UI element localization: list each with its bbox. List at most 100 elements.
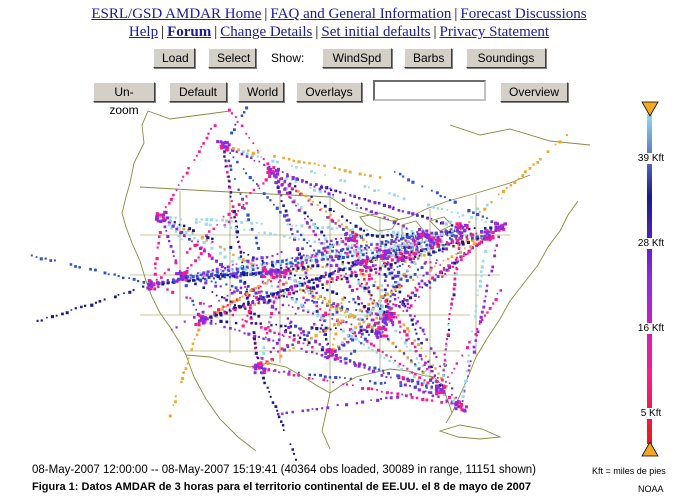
nav-link-help[interactable]: Help [128,24,159,40]
nav-link-set-defaults[interactable]: Set initial defaults [321,24,431,40]
track-observation [392,246,395,250]
track-observation [333,166,336,170]
track-observation [321,301,324,304]
track-observation [455,267,459,271]
overlays-button[interactable]: Overlays [296,82,362,102]
track-observation [368,266,372,270]
nav-link-privacy[interactable]: Privacy Statement [439,24,550,40]
nav-separator: | [315,24,319,40]
track-observation [295,224,298,227]
track-observation [210,242,212,245]
hub-observation [455,228,459,232]
track-observation [434,231,438,235]
hub-observation [272,166,276,170]
nav-link-amdar-home[interactable]: ESRL/GSD AMDAR Home [91,6,262,22]
track-observation [370,318,374,322]
track-observation [254,351,258,355]
track-observation [391,254,395,257]
track-observation [300,180,304,183]
nav-link-forecast-discussions[interactable]: Forecast Discussions [460,6,587,22]
track-observation [372,344,376,347]
track-observation [374,264,377,267]
nav-link-change-details[interactable]: Change Details [220,24,313,40]
track-observation [210,257,214,261]
nav-link-faq[interactable]: FAQ and General Information [270,6,452,22]
track-observation [403,259,407,263]
hub-observation [276,270,280,274]
track-observation [270,358,273,361]
track-observation [406,346,408,348]
track-observation [246,265,249,268]
track-observation [431,245,435,249]
amdar-map[interactable] [30,105,610,461]
track-observation [259,294,262,298]
track-observation [295,269,298,273]
track-observation [265,256,269,259]
track-observation [229,195,232,198]
track-observation [276,259,280,263]
track-observation [330,304,333,307]
track-observation [376,287,379,290]
track-observation [283,180,286,184]
track-observation [252,331,256,334]
overview-button[interactable]: Overview [500,82,568,102]
track-observation [277,415,281,419]
track-observation [200,274,203,277]
track-observation [513,181,517,185]
track-observation [205,239,208,242]
unzoom-button[interactable]: Un-zoom [93,82,155,117]
barbs-button[interactable]: Barbs [404,48,452,68]
track-observation [465,235,469,239]
nav-link-forum[interactable]: Forum [167,24,212,40]
altitude-scale[interactable] [636,98,664,460]
track-observation [236,297,238,300]
track-observation [122,276,125,280]
windspd-button[interactable]: WindSpd [322,48,392,68]
track-observation [462,255,465,258]
default-button[interactable]: Default [169,82,227,102]
overlay-text-input[interactable] [373,80,486,101]
altitude-top-handle-icon[interactable] [641,101,659,117]
track-observation [439,194,442,198]
track-observation [253,160,256,162]
track-observation [389,295,392,298]
soundings-button[interactable]: Soundings [466,48,546,68]
track-observation [166,235,170,239]
track-observation [390,320,394,324]
track-observation [256,149,259,152]
world-button[interactable]: World [238,82,284,102]
track-observation [370,210,373,214]
altitude-bottom-handle-icon[interactable] [641,441,659,457]
hub-observation [155,217,159,221]
track-observation [362,328,365,331]
track-observation [488,306,492,310]
track-observation [278,371,281,374]
track-observation [280,294,283,297]
track-observation [466,252,469,255]
track-observation [343,337,346,341]
track-observation [355,270,358,273]
track-observation [280,262,283,265]
track-observation [329,243,331,246]
track-observation [272,301,275,304]
track-observation [300,303,304,307]
track-observation [366,387,370,391]
track-observation [178,270,181,272]
hub-observation [385,334,389,338]
track-observation [350,246,353,249]
select-button[interactable]: Select [208,48,256,68]
track-observation [312,200,314,203]
track-observation [226,294,229,297]
track-observation [279,211,282,214]
track-observation [210,246,214,250]
load-button[interactable]: Load [153,48,195,68]
hub-observation [384,328,387,331]
track-observation [357,303,360,306]
track-observation [386,261,389,264]
track-observation [295,284,299,288]
track-observation [367,186,370,189]
track-observation [331,258,334,262]
track-observation [354,364,357,367]
track-observation [186,362,189,365]
track-observation [488,274,490,277]
